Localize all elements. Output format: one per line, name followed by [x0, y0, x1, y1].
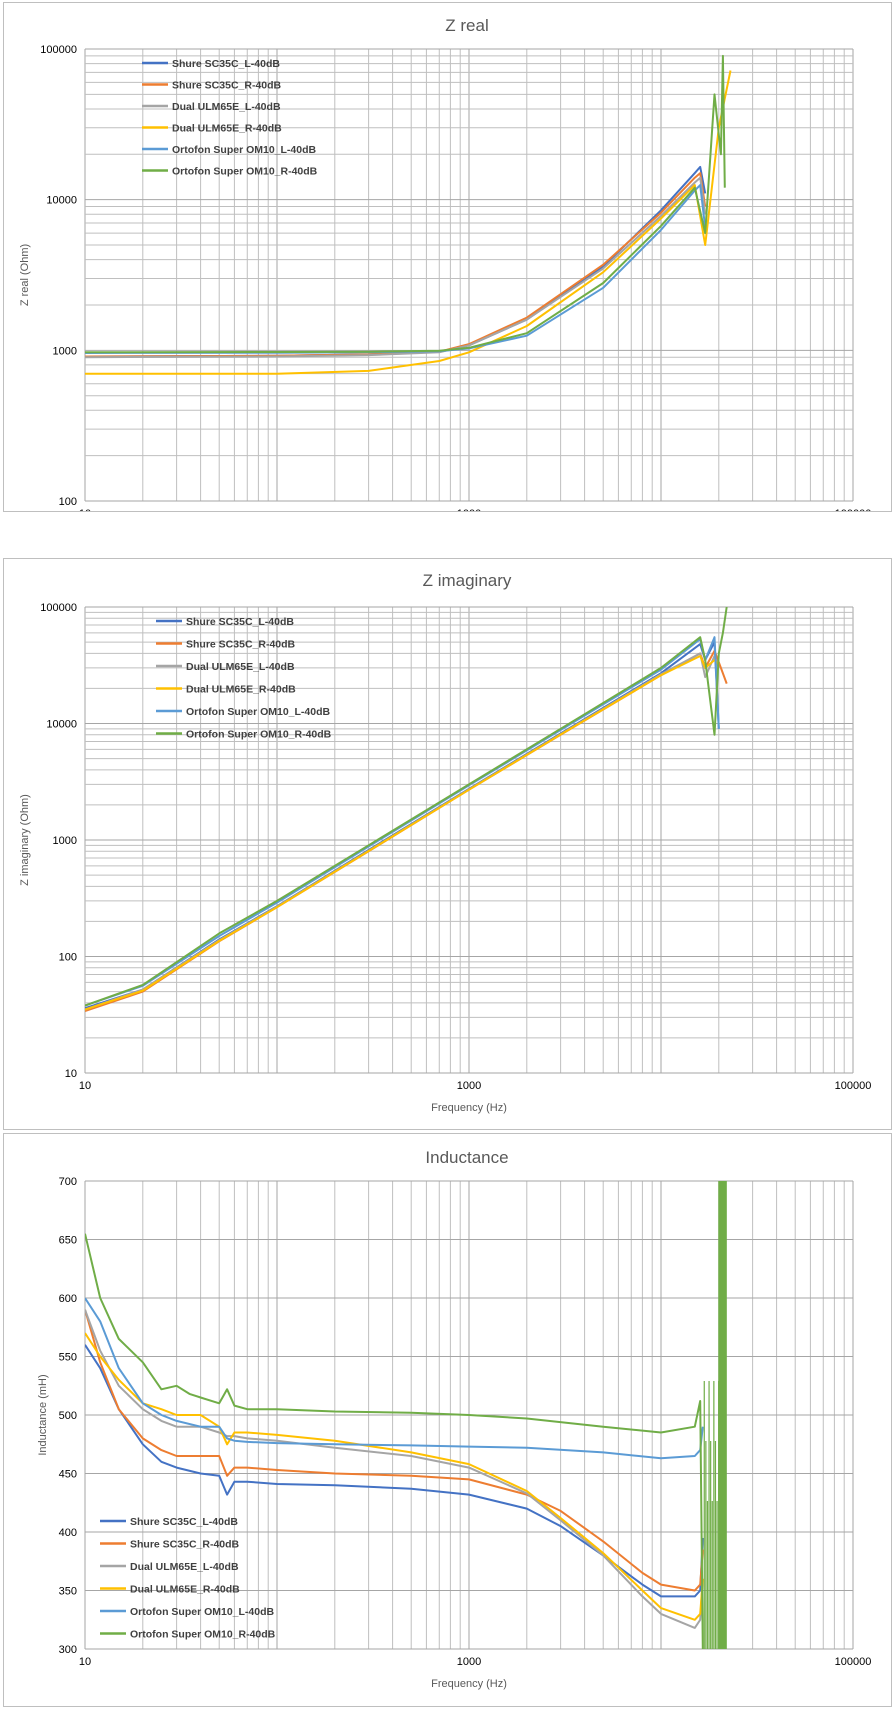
series-line-3	[85, 176, 707, 359]
x-axis-label: Frequency (Hz)	[431, 1102, 507, 1114]
y-axis-label: Z imaginary (Ohm)	[19, 794, 31, 886]
series-line-4	[85, 1332, 704, 1621]
legend-entry: Dual ULM65E_L-40dB	[172, 101, 281, 113]
x-tick-label: 100000	[835, 1656, 872, 1668]
legend-entry: Ortofon Super OM10_L-40dB	[186, 706, 331, 718]
series-group	[85, 607, 728, 1013]
gridlines	[84, 606, 854, 1074]
z-real-plot: 101000100000100100010000100000Z realFreq…	[19, 16, 872, 511]
legend: Shure SC35C_L-40dB Shure SC35C_R-40dB Dual…	[142, 58, 318, 178]
chart-inductance: 10 1000 100000 300 350 400 450 500 550 600 650 700 I…	[3, 1133, 892, 1707]
legend-entry: Shure SC35C_L-40dB	[186, 616, 294, 628]
series-line-4	[85, 70, 732, 375]
y-tick-label: 100	[59, 952, 77, 964]
chart-title: Z real	[445, 16, 488, 35]
y-axis-label: Inductance (mH)	[37, 1374, 49, 1455]
y-tick-label: 650	[59, 1235, 77, 1247]
legend-entry: Shure SC35C_R-40dB	[172, 80, 282, 92]
series-line-2	[85, 649, 728, 1013]
legend-entry: Ortofon Super OM10_L-40dB	[130, 1606, 275, 1618]
series-line-3	[85, 1309, 704, 1629]
series-line-6	[85, 607, 728, 1007]
legend-entry: Shure SC35C_R-40dB	[186, 639, 296, 651]
y-tick-label: 400	[59, 1527, 77, 1539]
legend-entry: Dual ULM65E_L-40dB	[186, 661, 295, 673]
legend-entry: Dual ULM65E_L-40dB	[130, 1561, 239, 1573]
legend-entry: Ortofon Super OM10_R-40dB	[186, 729, 332, 741]
series-line-1	[85, 165, 707, 358]
inductance-plot: 10 1000 100000 300 350 400 450 500 550 600 650 700 I…	[37, 1148, 872, 1690]
chart-z-imaginary: 10 1000 100000 10 100 1000 10000 100000 Z imagin…	[3, 558, 892, 1130]
y-tick-label: 10	[65, 1068, 77, 1080]
x-tick-label: 1000	[457, 1656, 481, 1668]
chart-z-real: 101000100000100100010000100000Z realFreq…	[3, 2, 892, 512]
y-tick-label: 450	[59, 1469, 77, 1481]
gridlines	[84, 48, 854, 502]
x-tick-label: 10	[79, 508, 91, 511]
series-group	[85, 1181, 727, 1649]
chart-title: Z imaginary	[423, 571, 512, 590]
series-line-6	[85, 54, 726, 354]
y-axis-label: Z real (Ohm)	[19, 244, 31, 306]
series-line-6	[85, 1233, 704, 1649]
legend: Shure SC35C_L-40dB Shure SC35C_R-40dB Dual…	[156, 616, 332, 741]
x-tick-label: 100000	[835, 1080, 872, 1092]
y-tick-label: 500	[59, 1410, 77, 1422]
y-tick-label: 300	[59, 1644, 77, 1656]
z-imaginary-plot: 10 1000 100000 10 100 1000 10000 100000 Z imagin…	[19, 571, 872, 1114]
y-tick-label: 700	[59, 1176, 77, 1188]
x-tick-label: 100000	[835, 508, 872, 511]
legend-entry: Ortofon Super OM10_R-40dB	[130, 1629, 276, 1641]
x-tick-label: 1000	[457, 1080, 481, 1092]
legend-entry: Dual ULM65E_R-40dB	[186, 684, 296, 696]
series-group	[85, 54, 732, 375]
series-line-2	[85, 1309, 704, 1592]
x-tick-label: 10	[79, 1656, 91, 1668]
y-tick-label: 600	[59, 1293, 77, 1305]
series-line-5	[85, 184, 707, 354]
legend-entry: Shure SC35C_L-40dB	[172, 58, 280, 70]
y-tick-label: 350	[59, 1586, 77, 1598]
resonance-band	[718, 1181, 727, 1649]
legend-entry: Ortofon Super OM10_R-40dB	[172, 166, 318, 178]
y-tick-label: 1000	[53, 345, 77, 357]
y-tick-label: 100000	[40, 44, 77, 56]
x-tick-label: 10	[79, 1080, 91, 1092]
y-tick-label: 100	[59, 496, 77, 508]
series-line-1	[85, 1344, 704, 1598]
legend-entry: Shure SC35C_L-40dB	[130, 1516, 238, 1528]
y-tick-label: 10000	[46, 719, 77, 731]
chart-title: Inductance	[425, 1148, 508, 1167]
x-tick-label: 1000	[457, 508, 481, 511]
legend-entry: Dual ULM65E_R-40dB	[172, 123, 282, 135]
legend-entry: Shure SC35C_R-40dB	[130, 1539, 240, 1551]
series-line-5	[85, 636, 720, 1007]
y-tick-label: 550	[59, 1352, 77, 1364]
legend-entry: Dual ULM65E_R-40dB	[130, 1584, 240, 1596]
y-tick-label: 1000	[53, 835, 77, 847]
legend: Shure SC35C_L-40dB Shure SC35C_R-40dB Dual…	[100, 1516, 276, 1641]
legend-entry: Ortofon Super OM10_L-40dB	[172, 144, 317, 156]
series-line-5	[85, 1297, 704, 1460]
x-axis-label: Frequency (Hz)	[431, 1678, 507, 1690]
y-tick-label: 10000	[46, 195, 77, 207]
y-tick-label: 100000	[40, 602, 77, 614]
